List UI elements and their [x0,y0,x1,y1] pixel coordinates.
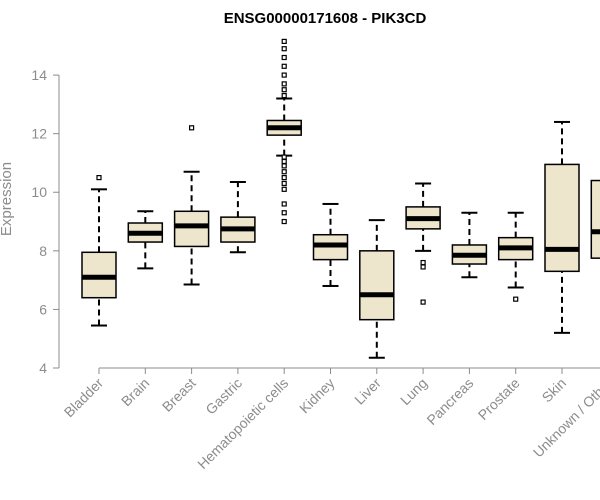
x-tick-label: Kidney [296,375,338,417]
x-tick-label: Liver [351,375,384,408]
x-tick-label: Hematopoietic cells [194,375,291,472]
chart-title: ENSG00000171608 - PIK3CD [224,10,427,27]
outlier-point [281,63,287,69]
outlier-point [281,218,287,225]
box-group-bladder [81,175,117,327]
y-tick-label: 8 [39,243,47,259]
axes: 4 6 8 10 12 14 [31,67,600,376]
outlier-point [281,210,287,216]
iqr-box [590,179,600,259]
outlier-point [281,92,287,99]
iqr-box [544,163,580,273]
box-group-skin [544,120,580,334]
outlier-point [189,125,195,131]
x-tick-label: Prostate [475,375,523,423]
x-tick-label: Lung [397,375,430,408]
box-group-lung [405,182,441,305]
outlier-point [420,264,426,270]
x-tick-label: Gastric [202,375,245,418]
boxes [81,38,600,359]
x-tick-label: Pancreas [423,375,476,428]
outlier-point [281,46,287,52]
box-group-brain [127,210,164,270]
outlier-point [281,38,287,44]
box-group-prostate [497,211,534,302]
box-group-pancreas [451,211,488,279]
box-group-gastric [220,180,256,254]
x-tick-label: Skin [539,375,570,406]
box-group-hematopoietic-cells [266,38,302,225]
outlier-point [281,186,287,192]
outlier-point [281,154,287,160]
box-group-unknown-other [590,179,600,259]
y-tick-label: 10 [31,184,47,200]
outlier-point [281,180,287,187]
outlier-point [281,163,287,169]
outlier-point [281,158,287,165]
outlier-point [281,54,287,61]
box-group-liver [359,219,395,359]
y-tick-label: 4 [39,360,47,376]
y-axis-label: Expression [0,162,15,236]
outlier-point [281,175,287,181]
y-tick-label: 12 [31,126,47,142]
outlier-point [281,72,287,78]
x-tick-label: Breast [159,375,199,415]
x-tick-label: Bladder [61,375,107,421]
outlier-point [281,87,287,93]
y-tick-label: 14 [31,67,47,83]
outlier-point [281,169,287,175]
outlier-point [281,81,287,87]
outlier-point [420,299,426,305]
iqr-box [173,210,210,248]
y-tick-label: 6 [39,301,47,317]
outlier-point [513,296,519,302]
outlier-point [281,201,287,207]
x-tick-label: Brain [118,375,152,409]
outlier-point [96,175,102,181]
outlier-point [420,259,426,266]
iqr-box [359,250,395,321]
box-group-breast [173,125,210,286]
box-group-kidney [312,202,349,287]
